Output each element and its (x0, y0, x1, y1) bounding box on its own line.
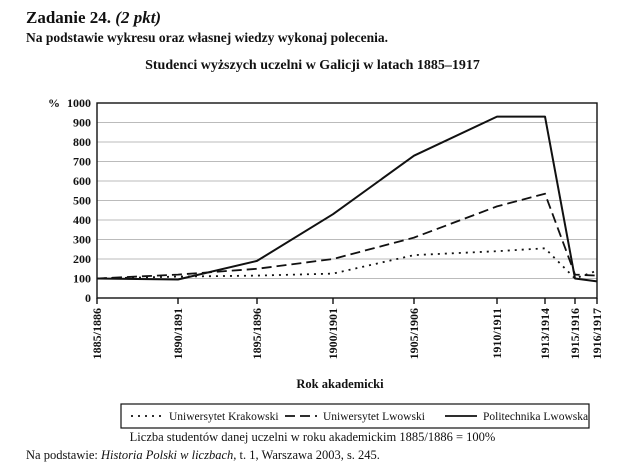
chart-title: Studenci wyższych uczelni w Galicji w la… (145, 58, 480, 73)
source-rest: , t. 1, Warszawa 2003, s. 245. (233, 448, 380, 462)
x-tick-label: 1916/1917 (590, 308, 604, 359)
y-tick-label: 200 (73, 252, 91, 266)
y-tick-label: 700 (73, 155, 91, 169)
y-tick-label: 0 (85, 291, 91, 305)
legend-label: Politechnika Lwowska (483, 411, 588, 423)
source-title: Historia Polski w liczbach (100, 448, 234, 462)
legend-label: Uniwersytet Lwowski (323, 411, 425, 423)
y-tick-label: 900 (73, 116, 91, 130)
x-tick-label: 1895/1896 (250, 308, 264, 359)
x-tick-label: 1900/1901 (326, 308, 340, 359)
legend-box (120, 403, 590, 429)
legend-label: Uniwersytet Krakowski (169, 411, 279, 423)
y-tick-label: 500 (73, 194, 91, 208)
chart-note: Liczba studentów danej uczelni w roku ak… (129, 430, 496, 444)
task-points: (2 pkt) (115, 8, 162, 27)
source-citation: Na podstawie: Historia Polski w liczbach… (26, 448, 380, 463)
x-tick-label: 1910/1911 (490, 308, 504, 359)
x-tick-label: 1890/1891 (171, 308, 185, 359)
task-instruction: Na podstawie wykresu oraz własnej wiedzy… (26, 30, 388, 45)
y-tick-label: 300 (73, 233, 91, 247)
y-tick-label: 1000 (67, 96, 91, 110)
plot-frame (96, 102, 598, 299)
x-tick-label: 1905/1906 (407, 308, 421, 359)
y-axis-label: % (48, 96, 60, 110)
task-header: Zadanie 24. (2 pkt) Na podstawie wykresu… (26, 8, 606, 47)
y-tick-label: 100 (73, 272, 91, 286)
x-tick-label: 1913/1914 (538, 308, 552, 359)
task-title: Zadanie 24. (2 pkt) (26, 8, 606, 28)
series-line (96, 115, 598, 283)
x-tick-label: 1885/1886 (90, 308, 104, 359)
series-line (96, 192, 598, 280)
y-tick-label: 800 (73, 135, 91, 149)
x-tick-label: 1915/1916 (568, 308, 582, 359)
series-line (96, 247, 598, 280)
y-tick-label: 600 (73, 174, 91, 188)
task-label: Zadanie 24. (26, 8, 112, 27)
x-axis-title: Rok akademicki (296, 377, 384, 391)
source-prefix: Na podstawie: (26, 448, 101, 462)
y-tick-label: 400 (73, 213, 91, 227)
